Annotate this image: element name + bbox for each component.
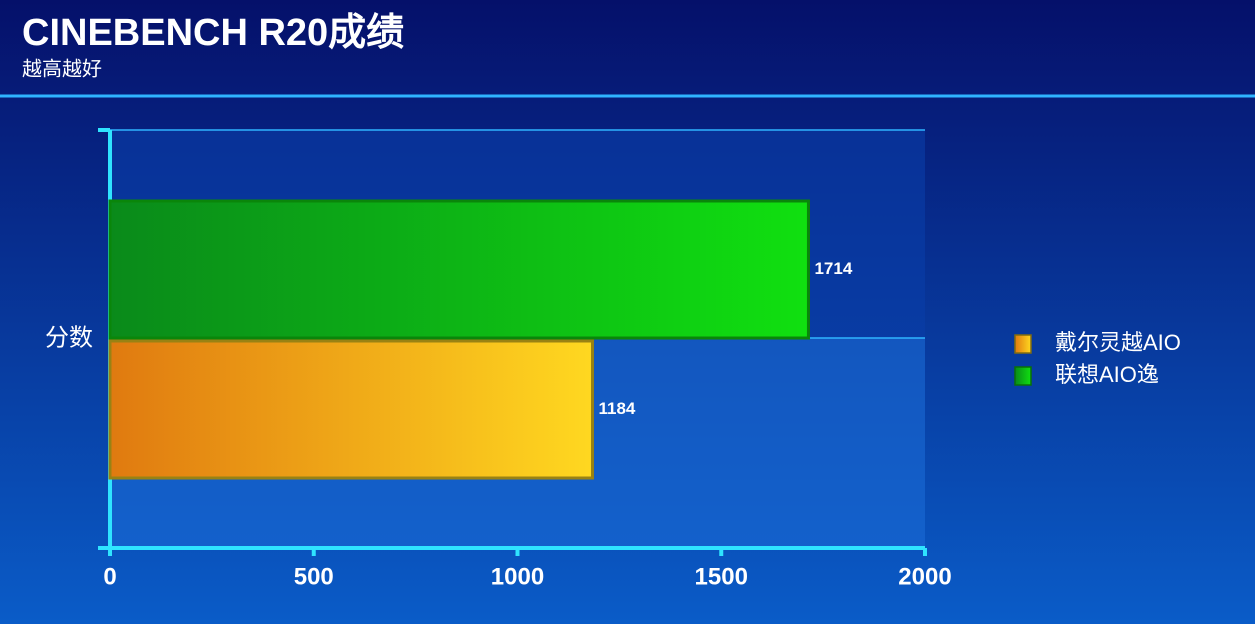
x-tick-label: 1000 — [491, 563, 544, 590]
x-tick-label: 1500 — [695, 563, 748, 590]
data-label: 1184 — [598, 399, 635, 418]
legend-swatch — [1014, 366, 1032, 386]
legend-swatch — [1014, 334, 1032, 354]
x-tick-label: 500 — [294, 563, 334, 590]
legend-label: 戴尔灵越AIO — [1055, 330, 1181, 355]
chart-subtitle: 越高越好 — [22, 57, 102, 80]
y-tick-label: 分数 — [45, 324, 93, 351]
bar — [108, 199, 810, 340]
chart-title: CINEBENCH R20成绩 — [22, 12, 404, 54]
data-label: 1714 — [814, 259, 852, 278]
bar — [108, 339, 594, 480]
legend-label: 联想AIO逸 — [1055, 362, 1159, 387]
x-tick-label: 2000 — [898, 563, 951, 590]
x-tick-label: 0 — [103, 563, 116, 590]
